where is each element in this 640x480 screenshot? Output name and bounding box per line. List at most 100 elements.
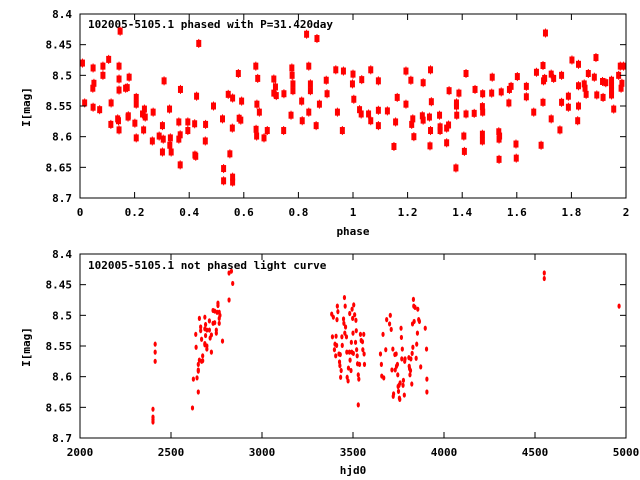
data-point [97, 106, 103, 114]
data-point [398, 396, 402, 402]
data-point [413, 304, 417, 310]
data-point [346, 365, 351, 371]
data-point [350, 70, 356, 78]
data-point [403, 67, 409, 75]
data-point [523, 82, 529, 90]
data-point [196, 368, 200, 374]
data-point [617, 62, 623, 70]
data-point [229, 268, 234, 274]
data-point [559, 71, 565, 79]
data-point [401, 382, 405, 388]
data-point [193, 152, 199, 160]
data-point [281, 90, 287, 98]
data-point [159, 148, 165, 156]
data-point [167, 105, 173, 113]
data-point [394, 93, 400, 101]
data-point [611, 105, 617, 113]
phased-plot: 102005-5105.1 phased with P=31.420day ph… [20, 8, 629, 238]
data-point [160, 135, 166, 143]
data-point [343, 324, 348, 330]
data-point [575, 60, 581, 68]
y-tick-label: 8.6 [52, 131, 72, 144]
data-point [354, 317, 358, 323]
data-point [351, 95, 357, 103]
data-point [343, 303, 347, 309]
data-point [391, 391, 396, 397]
data-point [218, 312, 222, 318]
data-point [480, 108, 486, 116]
data-point [209, 349, 214, 355]
data-point [542, 275, 546, 282]
data-point [533, 68, 539, 76]
data-point [116, 62, 122, 70]
y-tick-label: 8.45 [46, 279, 73, 292]
data-point [338, 363, 342, 369]
data-point [600, 93, 606, 101]
data-point [359, 76, 365, 84]
data-point [361, 347, 365, 353]
data-point [261, 134, 267, 142]
data-point [356, 402, 360, 408]
data-point [362, 351, 366, 357]
data-point [307, 80, 313, 88]
data-point [133, 100, 139, 108]
data-point [196, 389, 200, 395]
data-point [366, 110, 372, 118]
x-tick-label: 4500 [522, 446, 549, 459]
data-point [472, 85, 478, 93]
data-point [382, 375, 386, 381]
data-point [618, 84, 624, 92]
data-point [454, 111, 460, 119]
data-point [415, 330, 420, 336]
data-point [213, 320, 217, 326]
data-point [489, 73, 495, 81]
data-point [231, 280, 235, 287]
data-point [203, 314, 207, 320]
data-point [575, 102, 581, 110]
data-point [419, 112, 425, 120]
data-point [498, 88, 504, 96]
y-tick-label: 8.6 [52, 371, 72, 384]
unphased-plot-ylabel: I[mag] [20, 327, 33, 367]
data-point [254, 132, 260, 140]
data-point [142, 113, 148, 121]
data-point [387, 321, 392, 327]
data-point [207, 318, 212, 324]
data-point [116, 86, 122, 94]
data-point [368, 117, 374, 125]
data-point [419, 364, 423, 370]
data-point [463, 69, 469, 77]
data-point [159, 122, 165, 130]
data-point [253, 62, 259, 70]
data-point [117, 27, 123, 35]
data-point [203, 120, 209, 128]
data-point [379, 361, 383, 367]
data-points [151, 268, 621, 425]
data-point [339, 127, 345, 135]
data-point [202, 137, 208, 145]
data-point [375, 77, 381, 85]
data-point [581, 80, 587, 88]
data-point [540, 62, 546, 70]
data-point [168, 148, 174, 156]
y-tick-label: 8.65 [46, 161, 73, 174]
data-point [616, 71, 622, 79]
data-point [340, 342, 344, 348]
data-point [290, 87, 296, 95]
data-point [289, 64, 295, 72]
data-point [396, 388, 401, 394]
data-point [542, 29, 548, 37]
data-point [195, 375, 199, 381]
data-point [150, 108, 156, 116]
data-point [446, 87, 452, 95]
phased-plot-xlabel: phase [336, 225, 369, 238]
data-point [126, 73, 132, 81]
data-point [542, 270, 546, 276]
data-point [203, 332, 208, 339]
data-point [133, 134, 139, 142]
data-point [357, 106, 363, 114]
x-tick-label: 0.8 [288, 206, 308, 219]
data-point [425, 376, 429, 382]
data-point [409, 356, 413, 362]
data-point [461, 147, 467, 155]
